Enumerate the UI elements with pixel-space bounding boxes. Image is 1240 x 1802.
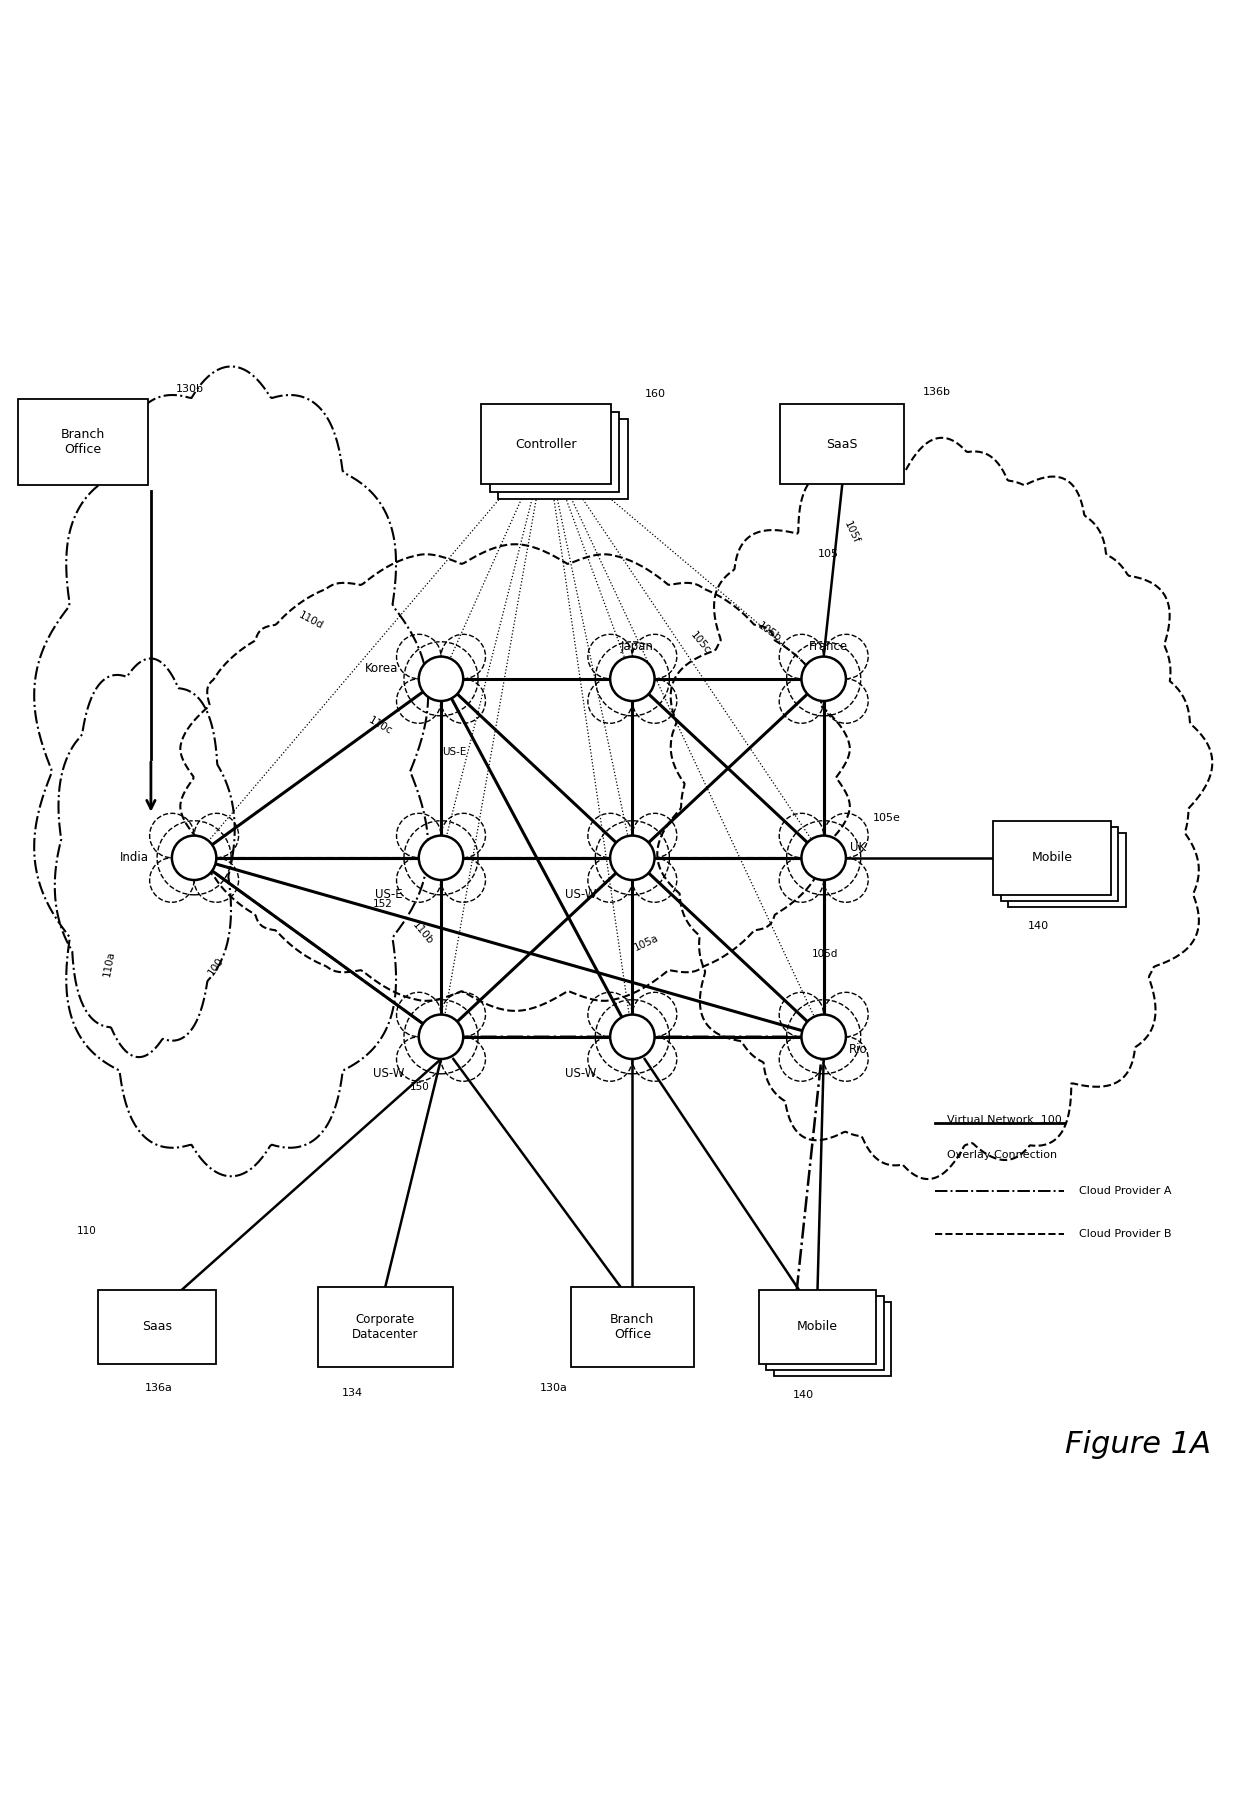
Text: Cloud Provider B: Cloud Provider B (1079, 1229, 1172, 1240)
Circle shape (801, 836, 846, 879)
FancyBboxPatch shape (993, 820, 1111, 896)
Circle shape (610, 836, 655, 879)
Text: UK: UK (851, 842, 867, 854)
Text: Branch
Office: Branch Office (610, 1314, 655, 1341)
Text: US-E: US-E (443, 748, 466, 757)
Text: 152: 152 (373, 899, 393, 910)
Text: Overlay Connection: Overlay Connection (947, 1150, 1058, 1160)
FancyBboxPatch shape (759, 1290, 877, 1364)
Text: US-W: US-W (564, 888, 596, 901)
Text: 160: 160 (645, 389, 666, 400)
Text: Corporate
Datacenter: Corporate Datacenter (352, 1314, 419, 1341)
Text: Mobile: Mobile (797, 1321, 838, 1333)
Text: 105b: 105b (756, 620, 784, 643)
Text: US-E: US-E (376, 888, 403, 901)
FancyBboxPatch shape (317, 1287, 454, 1368)
Text: 105d: 105d (811, 948, 838, 959)
FancyBboxPatch shape (481, 404, 611, 485)
Text: Korea: Korea (365, 663, 398, 676)
Text: Branch
Office: Branch Office (61, 427, 105, 456)
FancyBboxPatch shape (766, 1296, 884, 1370)
Circle shape (172, 836, 216, 879)
Text: France: France (808, 640, 848, 652)
Text: 105: 105 (817, 550, 838, 559)
Circle shape (801, 1015, 846, 1060)
Text: 105a: 105a (632, 932, 660, 953)
Text: 110b: 110b (410, 919, 435, 946)
Text: 105e: 105e (873, 813, 901, 824)
Text: 130b: 130b (176, 384, 203, 395)
Text: 110c: 110c (367, 715, 394, 737)
FancyBboxPatch shape (570, 1287, 694, 1368)
Text: SaaS: SaaS (826, 438, 858, 450)
Text: 136b: 136b (923, 387, 950, 396)
FancyBboxPatch shape (780, 404, 904, 485)
Text: Cloud Provider A: Cloud Provider A (1079, 1186, 1172, 1197)
Text: 100: 100 (207, 955, 226, 977)
Circle shape (801, 656, 846, 701)
Text: Controller: Controller (515, 438, 577, 450)
Text: 105c: 105c (688, 631, 712, 656)
Text: 140: 140 (1028, 921, 1049, 932)
FancyBboxPatch shape (19, 398, 148, 485)
Text: Saas: Saas (143, 1321, 172, 1333)
Text: 150: 150 (410, 1081, 430, 1092)
FancyBboxPatch shape (98, 1290, 216, 1364)
Text: 105f: 105f (842, 519, 862, 544)
Text: 140: 140 (792, 1391, 813, 1400)
Text: India: India (120, 851, 149, 865)
Text: Mobile: Mobile (1032, 851, 1073, 865)
Circle shape (419, 836, 464, 879)
FancyBboxPatch shape (1001, 827, 1118, 901)
Text: Japan: Japan (621, 640, 653, 652)
Circle shape (610, 1015, 655, 1060)
Text: US-W: US-W (564, 1067, 596, 1081)
Text: Virtual Network  100: Virtual Network 100 (947, 1115, 1061, 1124)
Text: Figure 1A: Figure 1A (1065, 1429, 1211, 1458)
Text: US-W: US-W (373, 1067, 404, 1081)
Circle shape (419, 656, 464, 701)
Text: 130a: 130a (539, 1384, 568, 1393)
Text: 110a: 110a (102, 950, 115, 977)
FancyBboxPatch shape (774, 1303, 892, 1377)
Circle shape (419, 1015, 464, 1060)
Text: 134: 134 (342, 1388, 363, 1398)
Circle shape (610, 656, 655, 701)
Text: Rio: Rio (849, 1043, 868, 1056)
Text: 110d: 110d (296, 611, 325, 631)
Text: 110: 110 (77, 1227, 97, 1236)
FancyBboxPatch shape (490, 411, 620, 492)
FancyBboxPatch shape (1008, 833, 1126, 906)
FancyBboxPatch shape (498, 418, 627, 499)
Text: 136a: 136a (145, 1384, 172, 1393)
